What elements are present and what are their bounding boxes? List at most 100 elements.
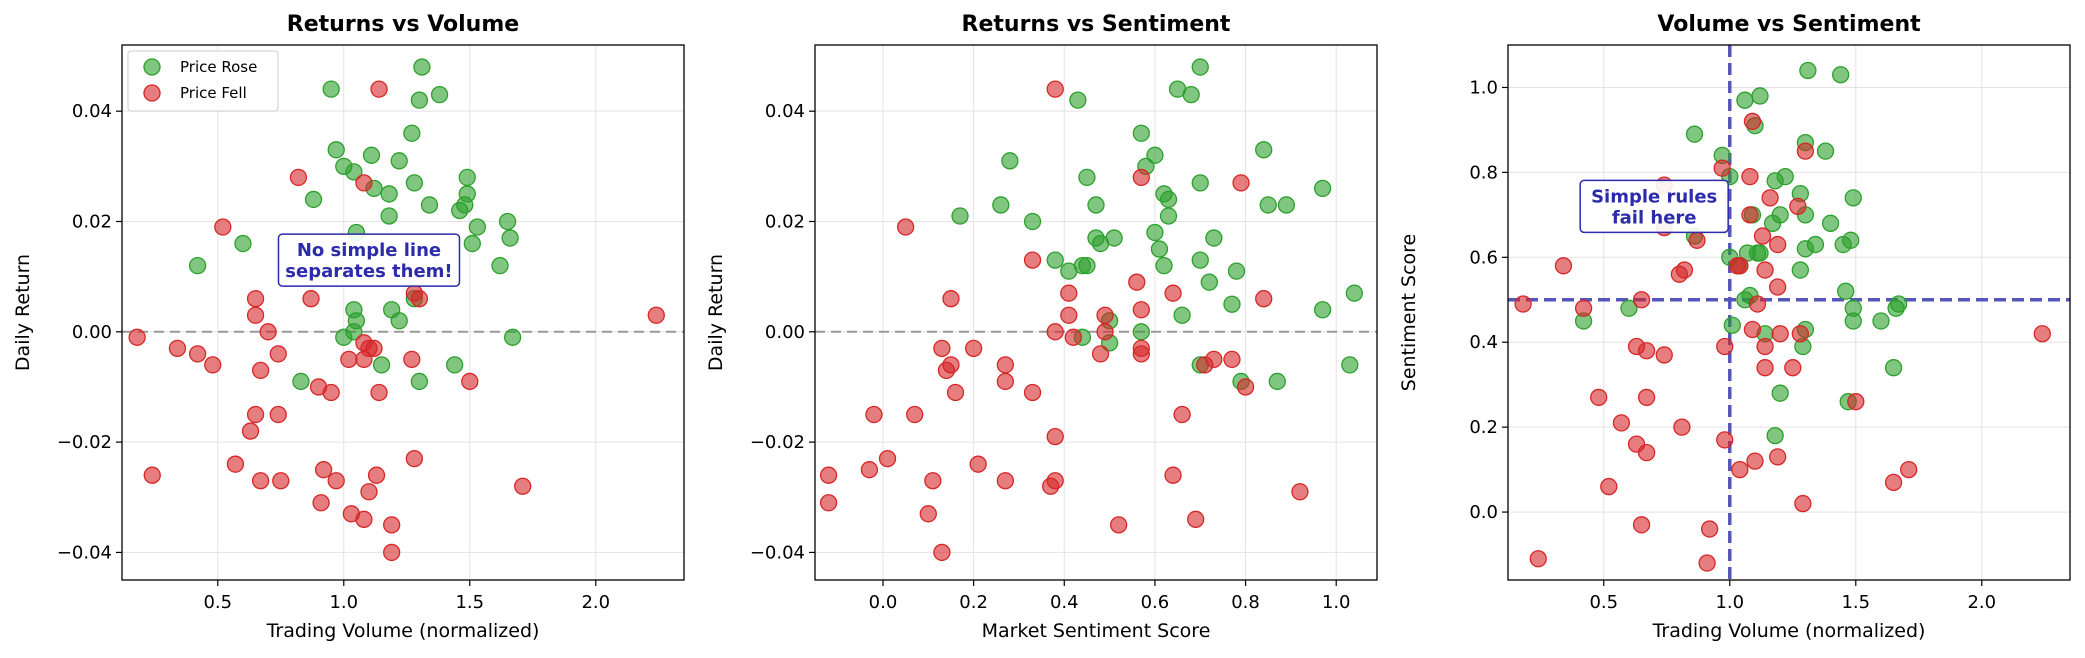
data-point — [1042, 477, 1060, 495]
data-point — [1741, 206, 1759, 224]
data-point — [1574, 299, 1593, 317]
series-price-rose — [1574, 61, 1908, 445]
data-point — [1232, 174, 1250, 192]
data-point — [1756, 261, 1774, 279]
data-point — [370, 80, 388, 98]
data-point — [1791, 325, 1809, 343]
y-tick-label: 0.04 — [765, 101, 805, 122]
y-tick-label: −0.04 — [57, 542, 112, 563]
data-point — [1046, 251, 1064, 269]
data-point — [204, 356, 222, 374]
data-point — [1060, 284, 1078, 302]
data-point — [345, 163, 363, 181]
data-point — [1191, 174, 1209, 192]
data-point — [491, 256, 509, 275]
data-point — [360, 483, 378, 501]
data-point — [1155, 256, 1173, 275]
data-point — [1001, 152, 1019, 170]
y-axis-label: Daily Return — [705, 254, 727, 371]
data-point — [1132, 323, 1150, 341]
data-point — [1087, 196, 1105, 214]
data-point — [405, 450, 423, 468]
y-tick-label: 0.02 — [72, 211, 112, 232]
data-point — [503, 328, 522, 346]
data-point — [1763, 214, 1782, 232]
data-point — [860, 461, 879, 479]
chart-panel-3: 0.5 1.0 1.5 2.0 0.0 0.2 0.4 0.6 0.8 1.0 Volume vs … — [1398, 12, 2071, 642]
data-point — [1132, 345, 1150, 363]
data-point — [1164, 466, 1182, 484]
data-point — [1159, 207, 1178, 225]
annotation-box — [277, 233, 461, 287]
data-point — [463, 234, 481, 253]
data-point — [1205, 229, 1223, 247]
data-point — [1200, 273, 1218, 291]
data-point — [251, 361, 270, 380]
data-point — [327, 472, 345, 490]
data-point — [1313, 301, 1332, 319]
data-point — [1132, 301, 1150, 319]
data-point — [1146, 223, 1164, 242]
data-point — [1187, 510, 1205, 528]
data-point — [1887, 299, 1905, 317]
data-point — [647, 306, 665, 324]
data-point — [1529, 550, 1547, 568]
data-point — [1700, 520, 1719, 538]
data-point — [951, 207, 969, 225]
legend-marker — [143, 58, 161, 76]
data-point — [1842, 231, 1860, 249]
data-point — [1746, 452, 1764, 470]
data-point — [403, 124, 421, 142]
data-point — [289, 168, 308, 187]
x-tick-label: 1.5 — [1841, 592, 1870, 613]
data-point — [340, 350, 358, 369]
data-point — [1637, 342, 1656, 360]
data-point — [1146, 146, 1164, 164]
legend-label: Price Rose — [180, 58, 257, 76]
x-tick-label: 0.4 — [1050, 592, 1079, 613]
data-point — [1078, 168, 1096, 187]
data-point — [919, 505, 937, 523]
data-point — [1259, 196, 1277, 214]
data-point — [327, 141, 345, 159]
data-point — [1023, 251, 1042, 269]
data-point — [1748, 295, 1767, 313]
data-point — [1632, 516, 1651, 534]
data-point — [372, 356, 391, 374]
data-point — [1771, 325, 1789, 343]
data-point — [1741, 167, 1759, 186]
data-point — [1698, 554, 1716, 572]
data-point — [1713, 159, 1731, 177]
data-point — [1110, 516, 1128, 534]
x-axis-label: Trading Volume (normalized) — [1652, 620, 1926, 642]
data-point — [1590, 388, 1608, 407]
annotation-text: Simple rules — [1591, 186, 1717, 207]
data-point — [1837, 282, 1855, 300]
data-point — [1046, 427, 1064, 446]
data-point — [942, 290, 960, 308]
data-point — [1821, 214, 1840, 232]
y-tick-label: 0.04 — [72, 101, 112, 122]
data-point — [304, 190, 323, 209]
y-tick-label: 0.6 — [1469, 247, 1498, 268]
data-point — [1164, 284, 1182, 302]
data-point — [1731, 460, 1749, 479]
data-point — [1847, 393, 1865, 411]
data-point — [1637, 443, 1656, 462]
y-axis-label: Daily Return — [12, 254, 34, 371]
y-tick-label: −0.02 — [750, 432, 805, 453]
data-point — [420, 196, 439, 214]
data-point — [272, 472, 290, 490]
data-point — [1789, 197, 1807, 215]
data-point — [302, 290, 320, 308]
data-point — [878, 450, 897, 468]
legend: Price Rose Price Fell — [127, 50, 279, 112]
data-point — [1023, 212, 1042, 231]
series-price-rose — [951, 58, 1363, 391]
y-tick-label: −0.04 — [750, 542, 805, 563]
data-point — [355, 510, 373, 528]
data-point — [996, 356, 1015, 374]
data-point — [964, 339, 983, 358]
legend-box — [127, 50, 279, 112]
y-tick-label: −0.02 — [57, 432, 112, 453]
